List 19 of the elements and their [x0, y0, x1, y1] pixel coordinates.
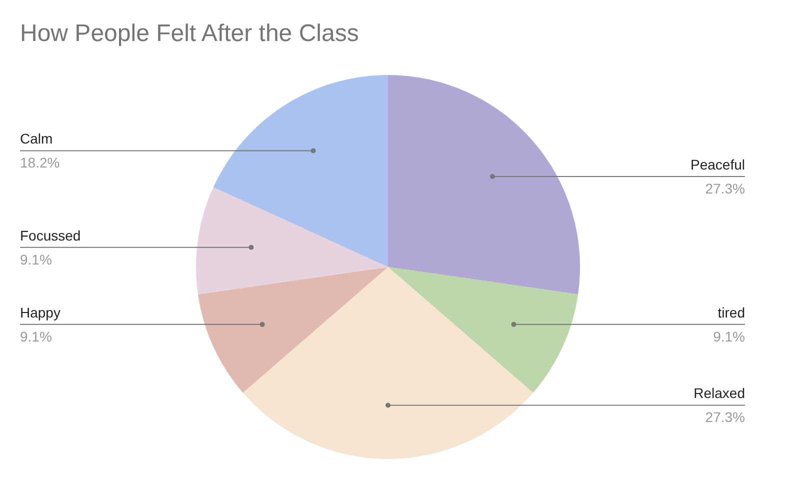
pie-slice	[388, 75, 580, 294]
pie-slice	[213, 75, 388, 267]
data-label: 9.1%	[20, 251, 52, 268]
chart-title: How People Felt After the Class	[20, 20, 359, 48]
data-label: 27.3%	[705, 180, 745, 196]
slice-label: Focussed	[20, 227, 81, 244]
pie-slice	[388, 267, 578, 393]
slice-label: Calm	[20, 130, 53, 147]
data-label: 9.1%	[713, 328, 745, 344]
pie-slice	[242, 267, 534, 459]
slice-label: Happy	[20, 304, 60, 320]
slice-label: Peaceful	[690, 156, 745, 172]
data-label: 9.1%	[20, 328, 52, 344]
slice-label: tired	[718, 304, 745, 320]
pie-slice	[198, 267, 388, 393]
data-label: 27.3%	[705, 409, 745, 426]
data-label: 18.2%	[20, 154, 60, 171]
pie-slice	[196, 187, 388, 294]
slice-label: Relaxed	[694, 385, 745, 402]
